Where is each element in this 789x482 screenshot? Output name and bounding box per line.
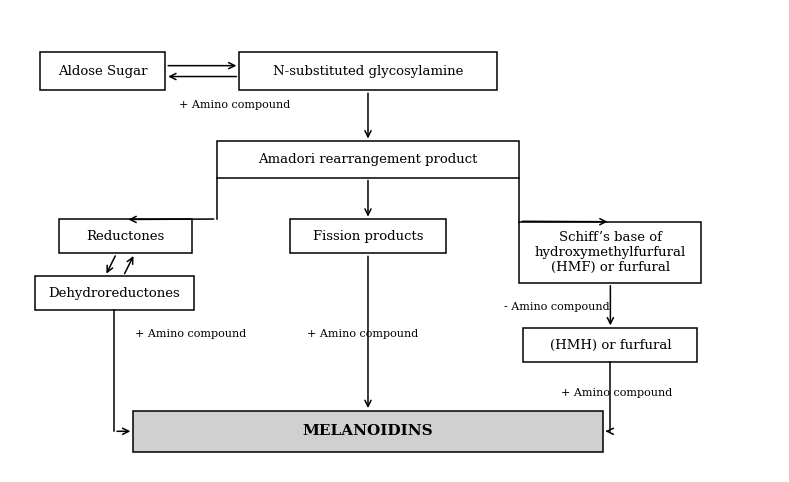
Text: + Amino compound: + Amino compound (308, 329, 419, 339)
FancyBboxPatch shape (133, 411, 603, 452)
Text: + Amino compound: + Amino compound (561, 388, 672, 398)
FancyBboxPatch shape (216, 141, 519, 177)
FancyBboxPatch shape (40, 52, 166, 90)
Text: Schiff’s base of
hydroxymethylfurfural
(HMF) or furfural: Schiff’s base of hydroxymethylfurfural (… (535, 231, 686, 274)
FancyBboxPatch shape (59, 219, 192, 254)
FancyBboxPatch shape (523, 328, 697, 362)
Text: + Amino compound: + Amino compound (178, 100, 290, 110)
Text: Dehydroreductones: Dehydroreductones (48, 287, 180, 300)
Text: Aldose Sugar: Aldose Sugar (58, 65, 148, 78)
Text: Fission products: Fission products (312, 230, 423, 243)
Text: (HMH) or furfural: (HMH) or furfural (550, 339, 671, 352)
FancyBboxPatch shape (519, 222, 701, 283)
Text: + Amino compound: + Amino compound (136, 329, 247, 339)
FancyBboxPatch shape (35, 276, 194, 310)
FancyBboxPatch shape (239, 52, 497, 90)
Text: N-substituted glycosylamine: N-substituted glycosylamine (273, 65, 463, 78)
Text: Amadori rearrangement product: Amadori rearrangement product (258, 153, 477, 166)
Text: - Amino compound: - Amino compound (504, 302, 610, 312)
Text: MELANOIDINS: MELANOIDINS (303, 424, 433, 438)
FancyBboxPatch shape (290, 219, 446, 254)
Text: Reductones: Reductones (87, 230, 165, 243)
